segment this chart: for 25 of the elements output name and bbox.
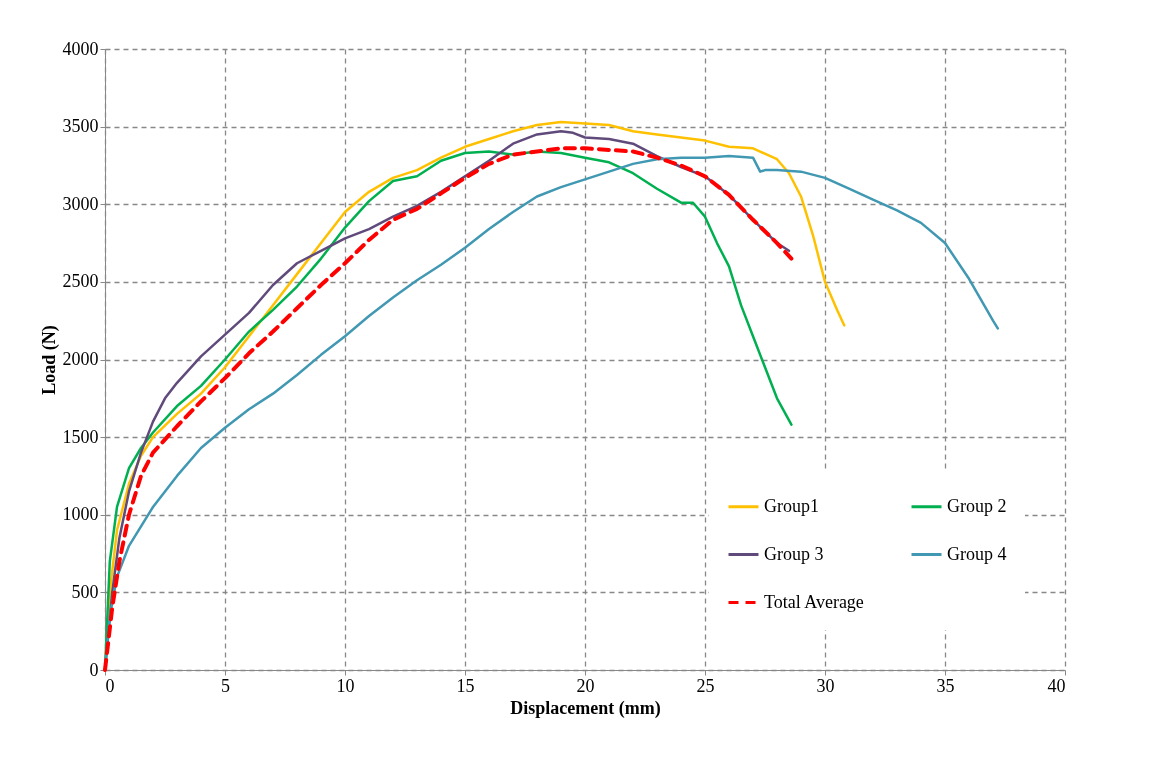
x-tick-label: 20: [576, 675, 595, 696]
x-tick-label: 35: [936, 675, 955, 696]
y-tick-label: 2500: [62, 271, 99, 292]
y-tick-label: 2000: [62, 349, 99, 369]
x-tick-label: 25: [696, 675, 715, 696]
x-tick-label: 0: [105, 675, 115, 696]
legend-label: Group 2: [947, 495, 1007, 516]
x-tick-label: 40: [1047, 675, 1066, 696]
y-axis-title: Load (N): [38, 325, 60, 395]
x-axis-title: Displacement (mm): [510, 697, 661, 719]
y-tick-label: 3000: [62, 193, 99, 214]
y-tick-label: 3500: [62, 116, 99, 137]
y-tick-label: 1000: [62, 504, 99, 525]
legend-label: Total Average: [764, 591, 864, 612]
legend-label: Group1: [764, 495, 819, 516]
legend-label: Group 4: [947, 543, 1007, 564]
legend-label: Group 3: [764, 543, 824, 564]
y-tick-label: 500: [71, 581, 99, 602]
y-tick-label: 4000: [62, 38, 99, 59]
x-tick-label: 5: [221, 675, 230, 696]
x-tick-label: 30: [816, 675, 835, 696]
y-tick-label: 0: [89, 659, 99, 680]
x-tick-label: 15: [456, 675, 475, 696]
x-tick-label: 10: [336, 675, 355, 696]
y-tick-label: 1500: [62, 426, 99, 447]
